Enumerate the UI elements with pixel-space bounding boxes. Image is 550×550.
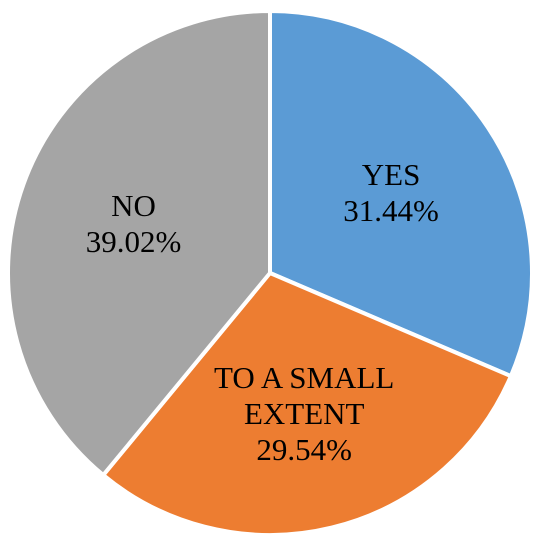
- pie-labels: YES 31.44% TO A SMALL EXTENT 29.54% NO 39.02%: [86, 157, 439, 467]
- pie-value-label: 29.54%: [256, 432, 352, 467]
- pie-slice-2: [6, 9, 272, 478]
- pie-slices: [6, 9, 534, 537]
- pie-slice-1: [101, 271, 513, 537]
- pie-value-label: 39.02%: [86, 224, 182, 259]
- pie-value-label: 31.44%: [343, 193, 439, 228]
- pie-label-2: NO 39.02%: [86, 188, 182, 259]
- pie-label-1: TO A SMALL EXTENT 29.54%: [214, 360, 394, 467]
- pie-slice-0: [268, 9, 534, 379]
- pie-category-label: NO: [111, 188, 156, 223]
- pie-category-label: TO A SMALL: [214, 360, 394, 395]
- pie-label-0: YES 31.44%: [343, 157, 439, 228]
- pie-category-label: YES: [362, 157, 421, 192]
- pie-category-label: EXTENT: [244, 396, 365, 431]
